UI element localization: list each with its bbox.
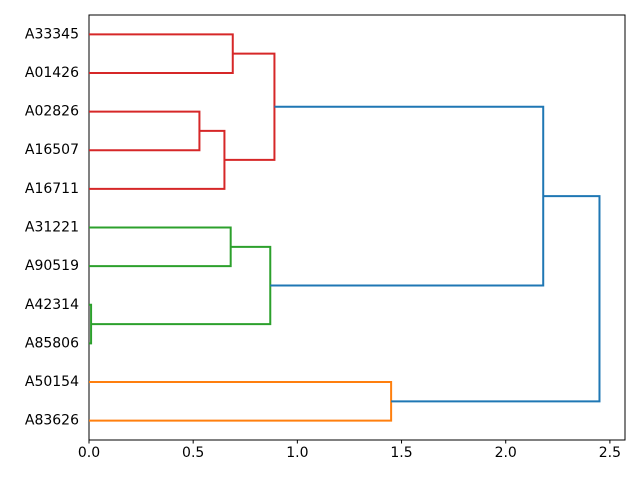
dendrogram-link xyxy=(224,52,276,161)
leaf-label: A50154 xyxy=(25,374,79,390)
x-tick-label: 1.0 xyxy=(286,445,308,461)
dendrogram-link xyxy=(89,110,201,152)
leaf-label: A01426 xyxy=(25,65,79,81)
leaf-label: A16711 xyxy=(25,181,79,197)
x-tick-label: 2.5 xyxy=(599,445,621,461)
leaf-label: A90519 xyxy=(25,258,79,274)
x-tick-label: 1.5 xyxy=(390,445,412,461)
dendrogram-link xyxy=(391,195,601,403)
dendrogram-link xyxy=(89,129,226,190)
leaf-label: A16507 xyxy=(25,142,79,158)
x-tick-label: 2.0 xyxy=(495,445,517,461)
x-tick-label: 0.5 xyxy=(182,445,204,461)
leaf-label: A85806 xyxy=(25,335,79,351)
dendrogram-link xyxy=(270,105,545,287)
leaf-label: A42314 xyxy=(25,297,79,313)
x-tick-label: 0.0 xyxy=(78,445,100,461)
dendrogram-link xyxy=(89,33,234,74)
leaf-label: A02826 xyxy=(25,104,79,120)
leaf-label: A83626 xyxy=(25,413,79,429)
dendrogram-link xyxy=(89,381,393,422)
leaf-label: A31221 xyxy=(25,220,79,236)
dendrogram-link xyxy=(91,245,272,326)
leaf-label: A33345 xyxy=(25,26,79,42)
dendrogram-link xyxy=(89,226,232,268)
